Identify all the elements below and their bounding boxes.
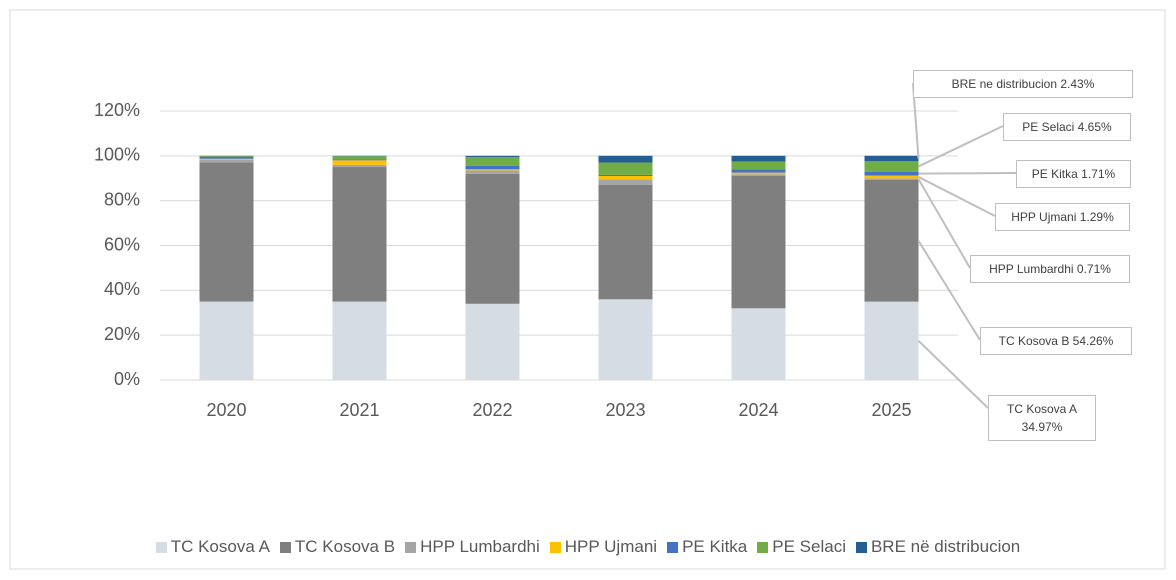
legend: TC Kosova A TC Kosova B HPP Lumbardhi HPP U… — [0, 537, 1176, 557]
leader-line — [917, 340, 989, 409]
legend-swatch — [155, 541, 167, 553]
bar-segment — [864, 179, 919, 302]
legend-item: HPP Lumbardhi — [405, 537, 540, 557]
legend-label: HPP Ujmani — [564, 537, 658, 556]
bar-segment — [598, 179, 653, 185]
legend-item: PE Kitka — [667, 537, 747, 557]
x-tick-label: 2023 — [605, 400, 645, 420]
bar-segment — [332, 301, 387, 380]
bar-segment — [465, 303, 520, 380]
callout: TC Kosova B 54.26% — [980, 327, 1132, 355]
bar-segment — [465, 173, 520, 304]
y-tick-label: 20% — [104, 324, 140, 344]
bar-segment — [731, 155, 786, 162]
bar-segment — [199, 162, 254, 302]
legend-swatch — [855, 541, 867, 553]
y-tick-label: 100% — [94, 145, 140, 165]
bar-segment — [731, 172, 786, 175]
legend-label: TC Kosova A — [170, 537, 270, 556]
callout: PE Kitka 1.71% — [1016, 160, 1131, 188]
callout: HPP Lumbardhi 0.71% — [970, 255, 1130, 283]
bar-segment — [465, 165, 520, 170]
leader-line — [917, 240, 981, 341]
legend-item: TC Kosova B — [279, 537, 396, 557]
callout: HPP Ujmani 1.29% — [995, 203, 1130, 231]
legend-swatch — [405, 541, 417, 553]
bar-segment — [465, 170, 520, 174]
bar-segment — [864, 161, 919, 172]
callout: TC Kosova A 34.97% — [988, 395, 1096, 441]
legend-label: HPP Lumbardhi — [420, 537, 540, 556]
y-tick-label: 60% — [104, 234, 140, 254]
bar-segment — [598, 155, 653, 163]
bar-segment — [598, 162, 653, 175]
x-tick-label: 2024 — [738, 400, 778, 420]
legend-swatch — [549, 541, 561, 553]
legend-swatch — [667, 541, 679, 553]
bar-segment — [598, 299, 653, 380]
bar-segment — [332, 164, 387, 168]
legend-label: PE Kitka — [682, 537, 748, 556]
bar-segment — [465, 155, 520, 157]
bar-segment — [731, 169, 786, 173]
bar-segment — [598, 176, 653, 180]
bar-segment — [598, 184, 653, 300]
leader-line — [918, 125, 1004, 168]
bar-segment — [731, 308, 786, 380]
bar-segment — [864, 301, 919, 380]
legend-item: TC Kosova A — [155, 537, 270, 557]
bar-segment — [731, 174, 786, 177]
bar-segment — [199, 159, 254, 163]
bar-segment — [731, 161, 786, 170]
callout: PE Selaci 4.65% — [1003, 113, 1131, 141]
bar-segment — [864, 171, 919, 176]
x-tick-label: 2020 — [206, 400, 246, 420]
x-tick-label: 2025 — [871, 400, 911, 420]
legend-item: PE Selaci — [757, 537, 846, 557]
leader-line — [918, 176, 996, 217]
legend-item: BRE në distribucion — [855, 537, 1021, 557]
bar-segment — [332, 167, 387, 302]
y-tick-label: 120% — [94, 100, 140, 120]
legend-swatch — [757, 541, 769, 553]
y-tick-label: 0% — [114, 369, 140, 389]
legend-label: TC Kosova B — [294, 537, 396, 556]
bar-segment — [465, 169, 520, 171]
legend-swatch — [279, 541, 291, 553]
legend-label: PE Selaci — [772, 537, 846, 556]
callout: BRE ne distribucion 2.43% — [913, 70, 1133, 98]
bar-segment — [332, 160, 387, 165]
bar-segment — [199, 301, 254, 380]
bar-segment — [598, 174, 653, 177]
bar-segment — [332, 156, 387, 160]
x-tick-label: 2022 — [472, 400, 512, 420]
legend-label: BRE në distribucion — [870, 537, 1021, 556]
bar-segment — [864, 155, 919, 162]
y-tick-label: 40% — [104, 279, 140, 299]
bar-segment — [465, 156, 520, 166]
bar-segment — [864, 175, 919, 179]
leader-line — [917, 178, 971, 269]
bar-segment — [199, 156, 254, 159]
bar-segment — [731, 176, 786, 309]
x-tick-label: 2021 — [339, 400, 379, 420]
y-tick-label: 80% — [104, 189, 140, 209]
leader-line — [918, 172, 1017, 175]
legend-item: HPP Ujmani — [549, 537, 658, 557]
bar-segment — [332, 159, 387, 161]
bar-segment — [199, 158, 254, 160]
bar-segment — [864, 178, 919, 180]
bar-segment — [199, 156, 254, 157]
